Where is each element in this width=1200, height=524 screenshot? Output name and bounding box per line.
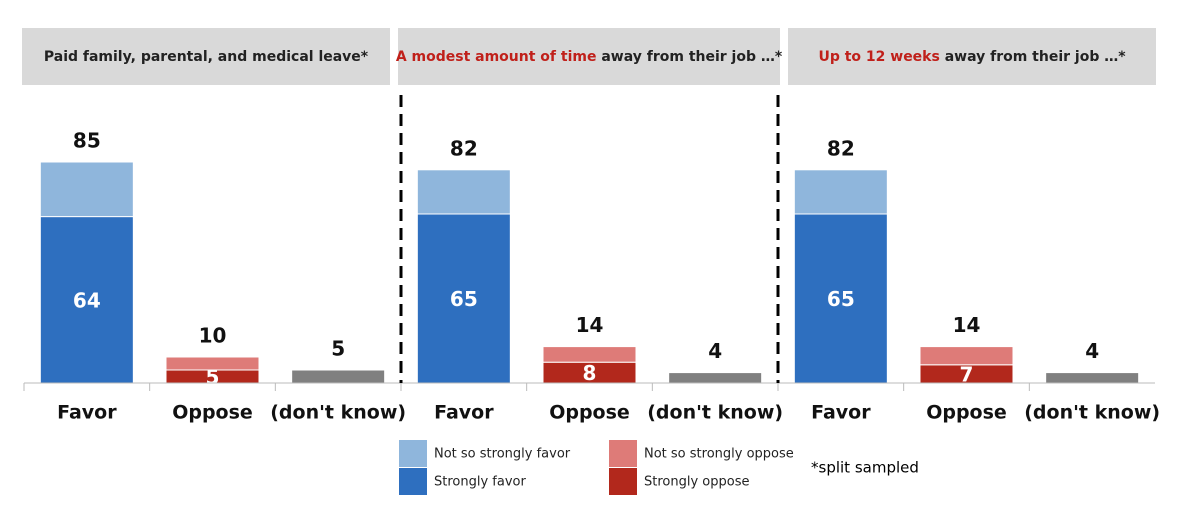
data-label: 65 bbox=[450, 287, 478, 311]
legend-swatch bbox=[609, 440, 637, 467]
bar-segment bbox=[668, 372, 763, 384]
bar-segment bbox=[416, 169, 511, 215]
x-tick-label: Favor bbox=[434, 402, 494, 424]
x-tick-label: (don't know) bbox=[647, 402, 783, 424]
total-label: 5 bbox=[331, 337, 345, 361]
data-label: 8 bbox=[583, 361, 597, 385]
footnote: *split sampled bbox=[811, 459, 919, 477]
panel-title: Paid family, parental, and medical leave… bbox=[44, 49, 369, 65]
panel-header bbox=[22, 28, 390, 85]
panel-header bbox=[788, 28, 1156, 85]
panel-title: A modest amount of time away from their … bbox=[396, 49, 783, 65]
x-tick-label: Oppose bbox=[172, 402, 253, 424]
legend-label: Not so strongly oppose bbox=[644, 447, 794, 462]
title-part: Paid family, parental, and medical leave… bbox=[44, 49, 369, 65]
panel-title: Up to 12 weeks away from their job …* bbox=[818, 49, 1126, 65]
x-tick-label: (don't know) bbox=[270, 402, 406, 424]
bar-segment bbox=[793, 169, 888, 215]
total-label: 4 bbox=[708, 339, 722, 363]
bar-segment bbox=[165, 356, 260, 371]
bar-segment bbox=[291, 369, 386, 384]
legend-swatch bbox=[609, 468, 637, 495]
data-label: 65 bbox=[827, 287, 855, 311]
title-part: A modest amount of time bbox=[396, 49, 597, 65]
total-label: 10 bbox=[199, 324, 227, 348]
total-label: 82 bbox=[827, 136, 855, 160]
bar-segment bbox=[793, 213, 888, 384]
bar-segment bbox=[39, 161, 134, 218]
bar-segment bbox=[542, 346, 637, 363]
x-tick-label: Favor bbox=[811, 402, 871, 424]
title-part: away from their job …* bbox=[940, 49, 1126, 65]
data-label: 64 bbox=[73, 288, 101, 312]
bar-segment bbox=[39, 216, 134, 384]
data-label: 7 bbox=[960, 362, 974, 386]
title-part: Up to 12 weeks bbox=[818, 49, 939, 65]
total-label: 82 bbox=[450, 136, 478, 160]
x-tick-label: Oppose bbox=[926, 402, 1007, 424]
total-label: 14 bbox=[576, 313, 604, 337]
legend-swatch bbox=[399, 440, 427, 467]
panel-header bbox=[398, 28, 780, 85]
x-tick-label: Favor bbox=[57, 402, 117, 424]
legend-swatch bbox=[399, 468, 427, 495]
total-label: 4 bbox=[1085, 339, 1099, 363]
total-label: 85 bbox=[73, 129, 101, 153]
bar-segment bbox=[919, 346, 1014, 366]
title-part: away from their job …* bbox=[596, 49, 782, 65]
legend-label: Not so strongly favor bbox=[434, 447, 571, 462]
bar-segment bbox=[1045, 372, 1140, 384]
x-tick-label: Oppose bbox=[549, 402, 630, 424]
legend-label: Strongly oppose bbox=[644, 475, 749, 490]
total-label: 14 bbox=[953, 313, 981, 337]
x-tick-label: (don't know) bbox=[1024, 402, 1160, 424]
legend-label: Strongly favor bbox=[434, 475, 526, 490]
